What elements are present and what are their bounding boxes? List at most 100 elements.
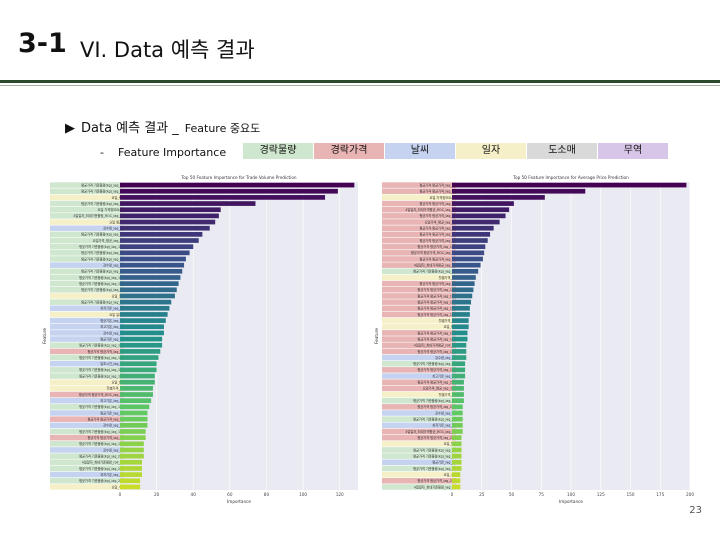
importance-bar bbox=[120, 213, 219, 219]
feature-label-bg bbox=[50, 182, 124, 188]
feature-label: 일조시간_lag_1 bbox=[100, 361, 122, 366]
importance-bar bbox=[452, 305, 470, 311]
importance-bar bbox=[120, 398, 152, 404]
feature-label: 강수량_lag_5 bbox=[103, 447, 122, 452]
feature-label-bg bbox=[50, 287, 124, 293]
importance-bar bbox=[452, 447, 462, 453]
feature-label: 평균가격 기준물량(kg)_lag_18 bbox=[79, 429, 122, 434]
feature-label: 평균가격 평균가격_lag_15 bbox=[417, 312, 454, 317]
feature-label-bg bbox=[50, 317, 124, 324]
slide-title: VI. Data 예측 결과 bbox=[80, 38, 255, 62]
category-legend: 경락물량 경락가격 날씨 일자 도소매 무역 bbox=[243, 143, 669, 159]
x-axis-label: Importance bbox=[227, 499, 251, 504]
bullet-dash: - bbox=[100, 146, 104, 159]
feature-label: 평균가격 기준물량(kg)_lag_7 bbox=[413, 417, 454, 422]
page-number: 23 bbox=[689, 505, 702, 516]
chart-title: Top 50 Feature Importance for Average Pr… bbox=[512, 175, 629, 180]
x-tick-label: 150 bbox=[627, 492, 635, 497]
importance-bar bbox=[120, 459, 142, 465]
feature-label: 4일일자_최대가격평균_roll_3 bbox=[414, 343, 454, 348]
feature-label-bg bbox=[382, 428, 456, 435]
feature-label-bg bbox=[50, 422, 124, 429]
importance-bar bbox=[120, 466, 142, 471]
importance-bar bbox=[120, 379, 155, 385]
heading-sub: Feature 중요도 bbox=[184, 122, 261, 135]
importance-bar bbox=[452, 410, 463, 416]
feature-label-bg bbox=[50, 360, 124, 367]
feature-label: 강수량_lag_4 bbox=[103, 423, 122, 428]
section-heading: ▶ Data 예측 결과 _ Feature 중요도 bbox=[65, 117, 260, 136]
feature-label-bg bbox=[382, 274, 456, 281]
importance-bar bbox=[120, 244, 194, 250]
feature-label: 4일일자_최대가격평균_ROC_lag_7 bbox=[405, 429, 454, 434]
feature-label: 요일_토 bbox=[444, 324, 454, 329]
importance-bar bbox=[120, 275, 181, 280]
feature-label: 평균가격 평균가격_lag_8 bbox=[419, 256, 454, 261]
y-axis-label: Feature bbox=[42, 328, 47, 344]
feature-label: 요일_수 bbox=[444, 472, 454, 477]
importance-bar bbox=[120, 195, 326, 200]
feature-label-bg bbox=[382, 354, 456, 361]
feature-label: 요일 일자 bbox=[109, 312, 122, 317]
legend-weather: 날씨 bbox=[385, 143, 455, 159]
feature-label-bg bbox=[382, 311, 456, 318]
feature-label: 평균가격 기준물량(kg)_lag_6 bbox=[413, 466, 454, 471]
x-tick-label: 175 bbox=[656, 492, 664, 497]
average-price-importance-chart: Top 50 Feature Importance for Average Pr… bbox=[374, 175, 694, 504]
feature-label: 평균가격 평균가격_lag_14 bbox=[417, 244, 454, 249]
feature-label: 월별가격_3 bbox=[439, 392, 454, 397]
feature-label-bg bbox=[382, 237, 456, 244]
feature-label-bg bbox=[382, 404, 456, 410]
feature-label: 평균가격 기준물량(kg)_lag_1 bbox=[81, 182, 122, 187]
feature-label-bg bbox=[382, 225, 456, 231]
feature-label-bg bbox=[50, 200, 124, 207]
legend-trade-volume: 경락물량 bbox=[243, 143, 313, 159]
feature-label: 요일가격_평균_lag_7 bbox=[425, 219, 454, 224]
feature-label-bg bbox=[50, 219, 124, 225]
feature-label-bg bbox=[50, 336, 124, 342]
feature-label-bg bbox=[382, 360, 456, 367]
feature-label-bg bbox=[382, 422, 456, 429]
feature-label-bg bbox=[50, 465, 124, 472]
feature-label-bg bbox=[50, 348, 124, 355]
feature-label: 평균가격 기준물량(kg)_lag_22 bbox=[79, 478, 122, 483]
importance-bar bbox=[452, 287, 474, 293]
importance-bar bbox=[452, 201, 514, 206]
feature-label-bg bbox=[50, 206, 124, 213]
importance-bar bbox=[120, 207, 221, 213]
x-tick-label: 200 bbox=[686, 492, 694, 497]
feature-label-bg bbox=[50, 434, 124, 441]
feature-label-bg bbox=[382, 206, 456, 213]
feature-label-bg bbox=[382, 219, 456, 225]
feature-label-bg bbox=[382, 379, 456, 385]
feature-label: 평균가격 평균가격_lag_22 bbox=[417, 435, 454, 440]
feature-label: 평균가격 평균가격_lag_13 bbox=[417, 306, 454, 311]
importance-bar bbox=[120, 299, 172, 305]
feature-label: 최저기온_lag_1 bbox=[432, 423, 454, 428]
feature-label: 평균가격 기준물량(kg)_lag_1 bbox=[413, 269, 454, 274]
feature-importance-label: Feature Importance bbox=[117, 146, 227, 159]
feature-label-bg bbox=[382, 342, 456, 349]
importance-bar bbox=[120, 256, 186, 262]
feature-label-bg bbox=[382, 231, 456, 238]
feature-label-bg bbox=[50, 379, 124, 385]
feature-label-bg bbox=[382, 256, 456, 262]
importance-bar bbox=[120, 330, 164, 336]
feature-label-bg bbox=[50, 330, 124, 336]
feature-label: 요일 평균 bbox=[109, 219, 122, 224]
feature-label-bg bbox=[50, 299, 124, 305]
x-axis-label: Importance bbox=[559, 499, 583, 504]
feature-label-bg bbox=[382, 477, 456, 484]
importance-bar bbox=[120, 312, 168, 317]
x-tick-label: 75 bbox=[539, 492, 545, 497]
importance-bar bbox=[452, 367, 466, 373]
feature-label: 강수량_lag_1 bbox=[435, 355, 454, 360]
feature-label-bg bbox=[50, 194, 124, 201]
feature-label: 평균가격 기준물량(kg)_lag_4 bbox=[81, 269, 122, 274]
feature-label: 평균가격 기준물량(kg)_lag_20 bbox=[79, 453, 122, 458]
feature-label-bg bbox=[50, 225, 124, 231]
feature-label-bg bbox=[382, 397, 456, 404]
feature-label-bg bbox=[382, 243, 456, 250]
importance-bar bbox=[452, 355, 467, 360]
feature-label: 평균가격 평균가격_lag_10 bbox=[417, 287, 454, 292]
